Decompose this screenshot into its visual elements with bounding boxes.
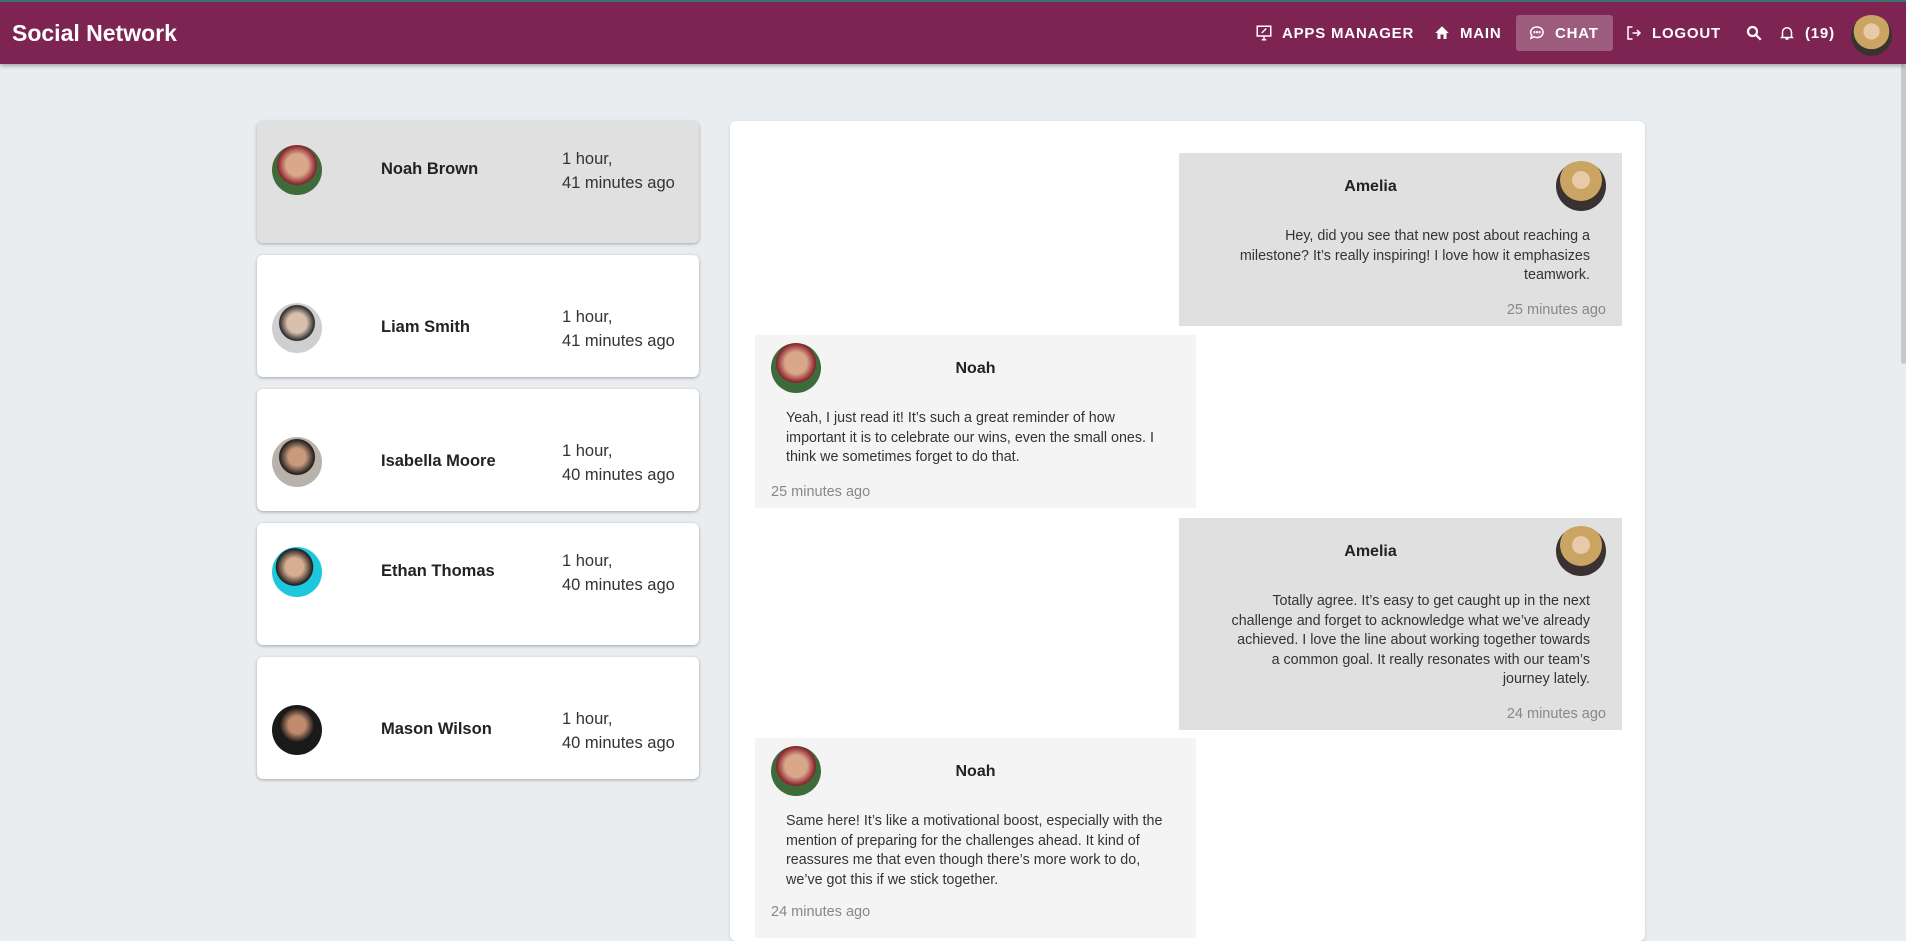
contact-avatar xyxy=(272,705,322,755)
contact-name: Isabella Moore xyxy=(381,452,496,470)
sender-name: Noah xyxy=(955,763,996,780)
message-text: Hey, did you see that new post about rea… xyxy=(1239,228,1590,283)
message-time: 24 minutes ago xyxy=(1506,706,1606,722)
nav-label: MAIN xyxy=(1460,24,1502,42)
sender-avatar xyxy=(1556,526,1606,576)
chat-message: Noah Yeah, I just read it! It’s such a g… xyxy=(755,335,1196,508)
app-title[interactable]: Social Network xyxy=(12,20,177,46)
nav-chat[interactable]: CHAT xyxy=(1516,15,1613,51)
sender-name: Amelia xyxy=(1344,543,1397,560)
message-text: Yeah, I just read it! It’s such a great … xyxy=(786,410,1154,465)
sender-avatar xyxy=(771,343,821,393)
sender-name: Amelia xyxy=(1344,178,1397,195)
message-text: Same here! It’s like a motivational boos… xyxy=(786,813,1163,888)
nav-main[interactable]: MAIN xyxy=(1421,15,1514,51)
message-text: Totally agree. It’s easy to get caught u… xyxy=(1231,593,1590,687)
search-button[interactable] xyxy=(1733,15,1775,51)
notification-count: (19) xyxy=(1805,24,1835,42)
sender-avatar xyxy=(1556,161,1606,211)
contact-time: 1 hour, 41 minutes ago xyxy=(562,150,675,192)
search-icon xyxy=(1746,25,1762,41)
contact-card[interactable]: Mason Wilson 1 hour, 40 minutes ago xyxy=(257,657,699,779)
message-time: 25 minutes ago xyxy=(1506,302,1606,318)
nav-label: CHAT xyxy=(1555,24,1599,42)
contact-time: 1 hour, 40 minutes ago xyxy=(562,442,675,484)
contact-avatar xyxy=(272,145,322,195)
chat-bubble-icon xyxy=(1529,26,1544,40)
contact-time: 1 hour, 40 minutes ago xyxy=(562,552,675,594)
message-time: 25 minutes ago xyxy=(771,484,871,500)
nav-label: LOGOUT xyxy=(1652,24,1721,42)
notifications-button[interactable]: (19) xyxy=(1766,15,1847,51)
contact-time: 1 hour, 41 minutes ago xyxy=(562,308,675,350)
contact-avatar xyxy=(272,303,322,353)
user-avatar[interactable] xyxy=(1851,15,1892,56)
top-app-bar: Social Network APPS MANAGER MAIN CHAT LO… xyxy=(0,0,1906,64)
nav-apps-manager[interactable]: APPS MANAGER xyxy=(1243,15,1426,51)
contact-name: Mason Wilson xyxy=(381,720,492,738)
contact-name: Ethan Thomas xyxy=(381,562,495,580)
page-scrollbar[interactable] xyxy=(1901,64,1906,364)
logout-icon xyxy=(1627,26,1642,40)
contact-avatar xyxy=(272,547,322,597)
contact-card[interactable]: Noah Brown 1 hour, 41 minutes ago xyxy=(257,121,699,243)
contact-name: Liam Smith xyxy=(381,318,470,336)
chat-message: Noah Same here! It’s like a motivational… xyxy=(755,738,1196,938)
contact-avatar xyxy=(272,437,322,487)
contact-card[interactable]: Ethan Thomas 1 hour, 40 minutes ago xyxy=(257,523,699,645)
bell-icon xyxy=(1779,27,1795,40)
contact-card[interactable]: Liam Smith 1 hour, 41 minutes ago xyxy=(257,255,699,377)
chat-message: Amelia Totally agree. It’s easy to get c… xyxy=(1179,518,1622,730)
contact-time: 1 hour, 40 minutes ago xyxy=(562,710,675,752)
nav-logout[interactable]: LOGOUT xyxy=(1613,15,1733,51)
monitor-icon xyxy=(1256,25,1272,41)
sender-avatar xyxy=(771,746,821,796)
nav-label: APPS MANAGER xyxy=(1282,24,1415,42)
sender-name: Noah xyxy=(955,360,996,377)
message-time: 24 minutes ago xyxy=(771,904,871,920)
chat-message: Amelia Hey, did you see that new post ab… xyxy=(1179,153,1622,326)
contact-name: Noah Brown xyxy=(381,160,479,178)
home-icon xyxy=(1435,26,1449,39)
contact-card[interactable]: Isabella Moore 1 hour, 40 minutes ago xyxy=(257,389,699,511)
